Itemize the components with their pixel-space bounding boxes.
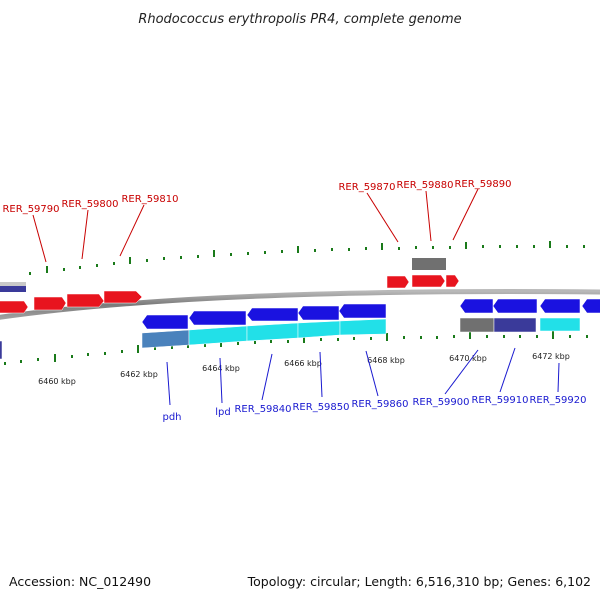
cds-block[interactable]: [0, 340, 3, 360]
reverse-genes: [141, 298, 600, 330]
scale-labels: 6460 kbp 6462 kbp 6464 kbp 6466 kbp 6468…: [38, 352, 570, 386]
forward-gene-arrow[interactable]: [411, 274, 446, 288]
reverse-gene-arrow[interactable]: [459, 298, 494, 314]
reverse-gene-arrow[interactable]: [492, 298, 538, 314]
gene-label[interactable]: RER_59900: [412, 397, 469, 408]
gene-label[interactable]: RER_59910: [471, 395, 528, 406]
scale-label: 6462 kbp: [120, 370, 158, 379]
gene-label[interactable]: pdh: [162, 412, 181, 423]
gene-label[interactable]: lpd: [215, 407, 230, 418]
cds-block[interactable]: [141, 329, 190, 349]
scale-label: 6468 kbp: [367, 356, 405, 365]
forward-gene-arrow[interactable]: [386, 275, 410, 289]
outer-tick-ring: [29, 241, 585, 275]
reverse-cds: [0, 317, 581, 360]
cds-block[interactable]: [459, 317, 495, 333]
forward-gene-arrow[interactable]: [445, 274, 460, 288]
forward-cds: [0, 258, 446, 292]
forward-genes: [0, 274, 460, 314]
gene-label[interactable]: RER_59860: [351, 399, 408, 410]
cds-block[interactable]: [0, 282, 26, 286]
gene-label[interactable]: RER_59890: [454, 179, 511, 190]
cds-block[interactable]: [412, 258, 446, 270]
cds-block[interactable]: [539, 317, 581, 332]
reverse-gene-arrow[interactable]: [297, 305, 340, 321]
gene-label[interactable]: RER_59850: [292, 402, 349, 413]
scale-label: 6464 kbp: [202, 364, 240, 373]
gene-label[interactable]: RER_59870: [338, 182, 395, 193]
scale-label: 6470 kbp: [449, 354, 487, 363]
reverse-labels: pdh lpd RER_59840 RER_59850 RER_59860 RE…: [162, 395, 586, 423]
cds-block[interactable]: [493, 317, 537, 333]
gene-label[interactable]: RER_59920: [529, 395, 586, 406]
cds-block[interactable]: [297, 320, 341, 339]
genome-title: Rhodococcus erythropolis PR4, complete g…: [138, 12, 461, 27]
reverse-gene-arrow[interactable]: [338, 303, 387, 319]
forward-gene-arrow[interactable]: [0, 300, 29, 314]
cds-block[interactable]: [246, 322, 299, 342]
scale-label: 6466 kbp: [284, 359, 322, 368]
reverse-gene-arrow[interactable]: [188, 310, 247, 326]
cds-block[interactable]: [339, 318, 387, 336]
accession-text: Accession: NC_012490: [9, 574, 151, 589]
genome-summary-text: Topology: circular; Length: 6,516,310 bp…: [247, 574, 591, 589]
forward-gene-arrow[interactable]: [103, 290, 143, 304]
cds-block[interactable]: [0, 286, 26, 292]
reverse-gene-arrow[interactable]: [539, 298, 581, 314]
forward-label-leaders: [32, 188, 479, 263]
gene-label[interactable]: RER_59800: [61, 199, 118, 210]
forward-labels: RER_59790 RER_59800 RER_59810 RER_59870 …: [2, 179, 511, 215]
genome-backbone: [0, 289, 600, 320]
gene-label[interactable]: RER_59880: [396, 180, 453, 191]
gene-label[interactable]: RER_59790: [2, 204, 59, 215]
forward-gene-arrow[interactable]: [33, 296, 67, 311]
reverse-label-leaders: [166, 347, 560, 406]
scale-label: 6472 kbp: [532, 352, 570, 361]
reverse-gene-arrow[interactable]: [141, 314, 189, 330]
gene-label[interactable]: RER_59810: [121, 194, 178, 205]
gene-label[interactable]: RER_59840: [234, 404, 291, 415]
reverse-gene-arrow[interactable]: [246, 307, 299, 322]
forward-gene-arrow[interactable]: [66, 293, 105, 308]
scale-label: 6460 kbp: [38, 377, 76, 386]
reverse-gene-arrow[interactable]: [581, 298, 600, 314]
